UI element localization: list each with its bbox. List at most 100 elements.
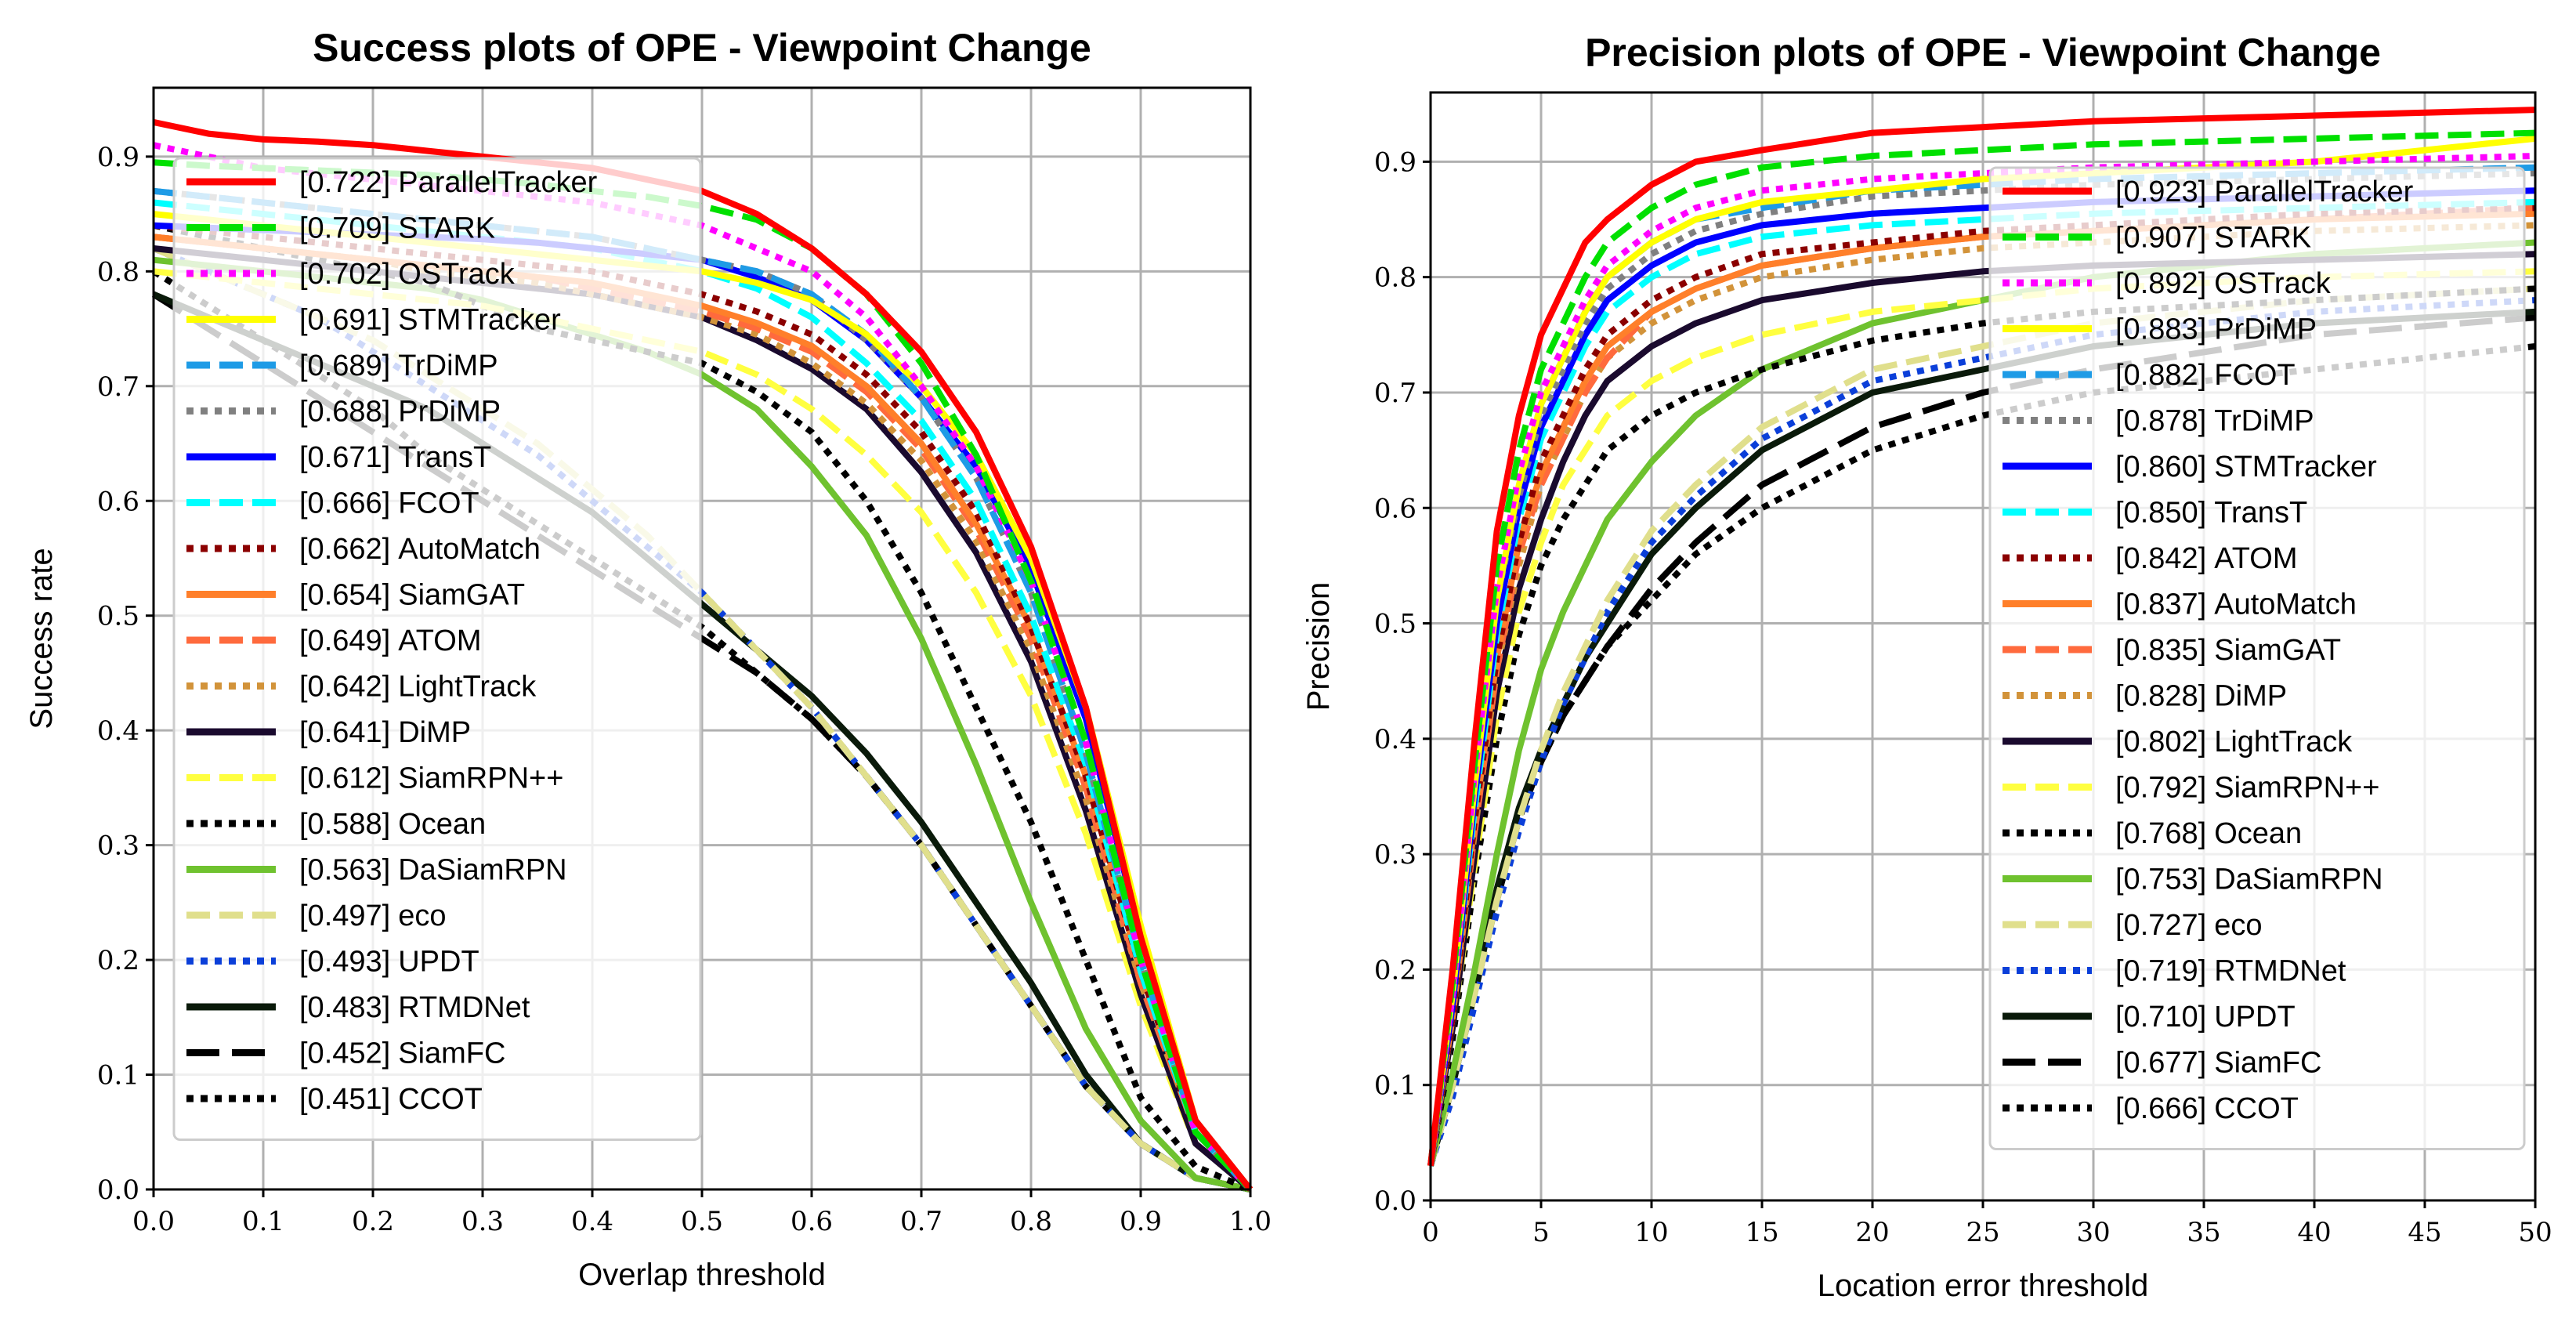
legend-score: [0.802]	[2115, 726, 2206, 758]
legend-score: [0.612]	[299, 762, 390, 795]
legend-label: RTMDNet	[2214, 955, 2346, 988]
x-tick-label: 5	[1532, 1217, 1550, 1248]
legend-entry: [0.792] SiamRPN++	[2115, 772, 2379, 805]
y-axis-label: Precision	[1301, 582, 1336, 711]
legend-entry: [0.666] FCOT	[299, 487, 479, 520]
legend-entry: [0.892] OSTrack	[2115, 267, 2332, 300]
x-tick-label: 0.0	[132, 1206, 175, 1237]
legend-score: [0.710]	[2115, 1001, 2206, 1034]
y-tick-label: 0.1	[97, 1060, 139, 1091]
legend-label: ParallelTracker	[2214, 176, 2413, 208]
legend-score: [0.850]	[2115, 497, 2206, 530]
legend-score: [0.842]	[2115, 542, 2206, 575]
legend-score: [0.677]	[2115, 1047, 2206, 1080]
series-line-trdimp	[1427, 170, 2536, 1167]
legend-entry: [0.768] Ocean	[2115, 817, 2302, 850]
legend-entry: [0.753] DaSiamRPN	[2115, 863, 2383, 896]
legend-score: [0.709]	[299, 212, 390, 245]
legend-box	[172, 157, 702, 1141]
legend-score: [0.727]	[2115, 909, 2206, 942]
legend-entry: [0.689] TrDiMP	[299, 349, 498, 382]
legend-score: [0.588]	[299, 808, 390, 841]
legend-entry: [0.483] RTMDNet	[299, 991, 530, 1024]
x-tick-label: 0	[1422, 1217, 1439, 1248]
legend-label: DaSiamRPN	[2214, 863, 2382, 896]
legend-label: LightTrack	[398, 671, 537, 704]
legend-score: [0.753]	[2115, 863, 2206, 896]
legend-entry: [0.837] AutoMatch	[2115, 588, 2357, 621]
y-tick-label: 0.6	[1374, 493, 1416, 524]
x-tick-label: 0.2	[352, 1206, 394, 1237]
legend-label: TransT	[398, 441, 491, 474]
x-tick-label: 45	[2408, 1217, 2441, 1248]
y-tick-label: 0.3	[1374, 839, 1416, 871]
legend-label: STARK	[398, 212, 495, 245]
legend-label: STMTracker	[398, 304, 561, 337]
x-tick-label: 0.3	[461, 1206, 504, 1237]
x-tick-label: 50	[2518, 1217, 2552, 1248]
legend-label: ATOM	[2214, 542, 2297, 575]
legend-score: [0.451]	[299, 1083, 390, 1116]
series-line-stark	[1427, 129, 2536, 1167]
legend-entry: [0.497] eco	[299, 900, 447, 932]
y-tick-label: 0.7	[97, 371, 139, 403]
legend-score: [0.882]	[2115, 359, 2206, 392]
legend-entry: [0.883] PrDiMP	[2115, 313, 2317, 346]
x-tick-label: 25	[1966, 1217, 1999, 1248]
legend-label: UPDT	[2214, 1001, 2295, 1034]
y-tick-label: 0.8	[1374, 262, 1416, 294]
legend-score: [0.452]	[299, 1037, 390, 1070]
legend-score: [0.497]	[299, 900, 390, 932]
x-tick-label: 0.7	[900, 1206, 942, 1237]
legend-label: DiMP	[2214, 680, 2287, 713]
x-tick-label: 0.5	[681, 1206, 723, 1237]
legend-score: [0.860]	[2115, 451, 2206, 483]
legend-entry: [0.452] SiamFC	[299, 1037, 505, 1070]
legend-label: SiamRPN++	[2214, 772, 2379, 805]
legend-label: OSTrack	[2214, 267, 2331, 300]
legend-score: [0.835]	[2115, 634, 2206, 667]
legend-label: PrDiMP	[2214, 313, 2317, 346]
legend-label: TrDiMP	[398, 349, 497, 382]
legend-score: [0.792]	[2115, 772, 2206, 805]
legend-label: DiMP	[398, 716, 471, 749]
ticks: 0.0 0.1 0.2 0.3 0.4 0.5 0.6 0.7 0.8 0.9 1.0 0.0 0.1 0…	[97, 142, 1272, 1237]
x-tick-label: 30	[2076, 1217, 2110, 1248]
legend-score: [0.671]	[299, 441, 390, 474]
legend-label: RTMDNet	[398, 991, 530, 1024]
legend-score: [0.649]	[299, 624, 390, 657]
legend-entry: [0.923] ParallelTracker	[2115, 176, 2414, 208]
legend-label: OSTrack	[398, 258, 515, 291]
y-tick-label: 0.0	[1374, 1186, 1416, 1217]
legend-entry: [0.493] UPDT	[299, 946, 479, 979]
x-tick-label: 35	[2187, 1217, 2220, 1248]
legend-entry: [0.860] STMTracker	[2115, 451, 2377, 483]
legend-label: AutoMatch	[398, 533, 541, 566]
chart-title: Precision plots of OPE - Viewpoint Chang…	[1585, 31, 2381, 74]
legend-entry: [0.828] DiMP	[2115, 680, 2287, 713]
legend-label: TrDiMP	[2214, 405, 2314, 438]
legend-score: [0.689]	[299, 349, 390, 382]
legend-score: [0.483]	[299, 991, 390, 1024]
legend-entry: [0.642] LightTrack	[299, 671, 537, 704]
series-line-atom	[1427, 205, 2536, 1167]
legend-entry: [0.882] FCOT	[2115, 359, 2296, 392]
series-line-paralleltracker	[1427, 107, 2536, 1167]
x-tick-label: 0.6	[791, 1206, 833, 1237]
legend-score: [0.722]	[299, 166, 390, 199]
legend-entry: [0.850] TransT	[2115, 497, 2307, 530]
legend-label: SiamFC	[2214, 1047, 2321, 1080]
legend-entry: [0.666] CCOT	[2115, 1092, 2299, 1125]
series-lines	[1427, 107, 2536, 1168]
legend-label: ParallelTracker	[398, 166, 597, 199]
legend-label: TransT	[2214, 497, 2307, 530]
y-tick-label: 0.4	[1374, 724, 1416, 755]
legend-label: PrDiMP	[398, 396, 501, 429]
legend-label: ATOM	[398, 624, 481, 657]
legend-entry: [0.612] SiamRPN++	[299, 762, 563, 795]
legend-label: SiamGAT	[398, 579, 525, 612]
legend-entry: [0.835] SiamGAT	[2115, 634, 2341, 667]
legend-score: [0.688]	[299, 396, 390, 429]
x-axis-label: Location error threshold	[1818, 1269, 2148, 1303]
legend-label: Ocean	[2214, 817, 2302, 850]
